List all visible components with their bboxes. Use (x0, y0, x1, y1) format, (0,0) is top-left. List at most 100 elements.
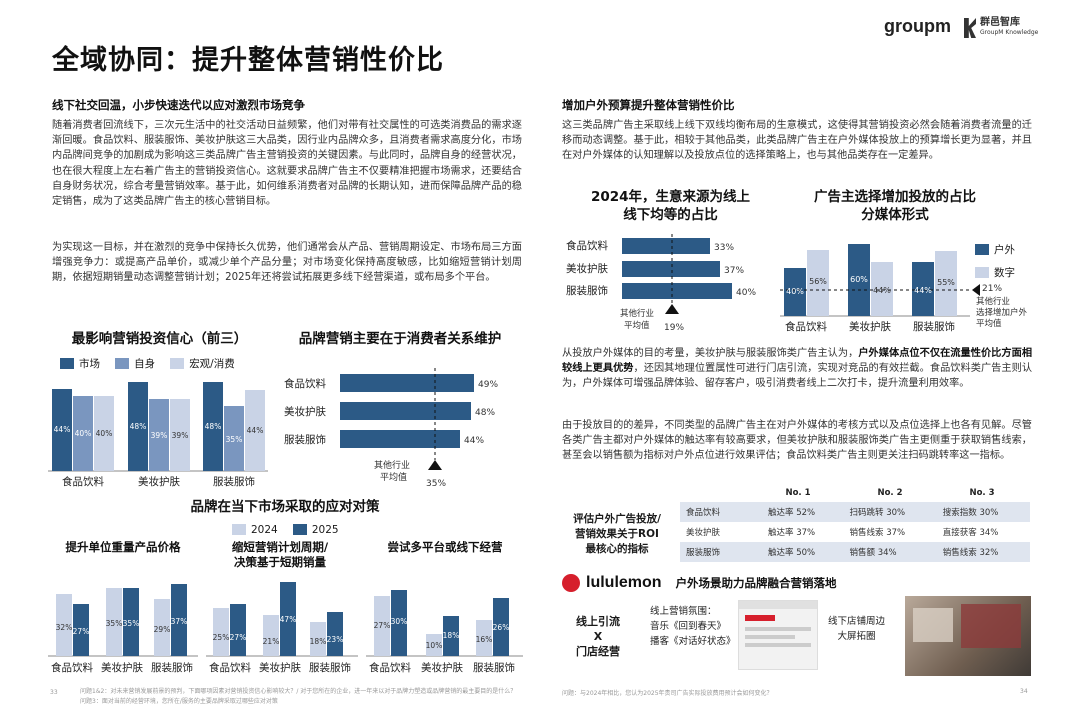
p2-food-2024 (213, 608, 229, 656)
left-paragraph-2: 为实现这一目标，并在激烈的竞争中保持长久优势，他们通常会从产品、营销周期设定、市… (52, 242, 522, 284)
p3-beauty-2025-label: 18% (443, 631, 460, 640)
rel-cat-food: 食品饮料 (284, 377, 326, 390)
p2-food-2025 (230, 604, 246, 656)
out-apparel-digital-label: 55% (937, 278, 955, 287)
p2-apparel-2024 (310, 622, 326, 656)
app-screenshot-image (738, 600, 818, 670)
p2-apparel-2025-label: 23% (327, 635, 344, 644)
p2-beauty-2024 (263, 615, 279, 656)
legend-market: 市场 (60, 356, 100, 371)
legend-self: 自身 (115, 356, 155, 371)
p3-apparel-2025-label: 26% (493, 623, 510, 632)
outdoor-avg-value: 21% (982, 284, 1003, 294)
bar-apparel-macro (245, 390, 265, 471)
p2-apparel-2024-label: 18% (310, 637, 327, 646)
src-cat-beauty: 美妆护肤 (566, 262, 608, 275)
p3-cat-apparel: 服装服饰 (473, 661, 515, 674)
label-beauty-macro: 39% (172, 431, 189, 440)
panel3-title: 尝试多平台或线下经营 (387, 540, 503, 554)
lululemon-logo-icon (562, 574, 580, 592)
label-food-market: 44% (54, 425, 71, 434)
strategies-chart-title: 品牌在当下市场采取的应对对策 (190, 499, 380, 515)
label-beauty-self: 39% (151, 431, 168, 440)
p2-beauty-2024-label: 21% (263, 637, 280, 646)
out-food-outdoor-label: 40% (786, 287, 804, 296)
p1-food-2024-label: 32% (56, 623, 73, 632)
left-footnote-1: 问题1&2：对未来营销发展前景的预判，下面哪项因素对营销投资信心影响较大？/ 对… (80, 688, 517, 695)
out-avg-marker (972, 284, 980, 296)
bar-beauty-self (149, 399, 169, 471)
left-paragraph-1: 随着消费者回流线下，三次元生活中的社交活动日益频繁，他们对带有社交属性的可选类消… (52, 120, 522, 208)
p3-food-2024 (374, 596, 390, 656)
p2-beauty-2025-label: 47% (280, 615, 297, 624)
p1-food-2025 (73, 604, 89, 656)
p3-cat-beauty: 美妆护肤 (421, 661, 463, 674)
p3-beauty-2024-label: 10% (426, 641, 443, 650)
out-beauty-digital (871, 262, 893, 316)
p1-cat-food: 食品饮料 (51, 661, 93, 674)
label-food-self: 40% (75, 429, 92, 438)
src-cat-apparel: 服装服饰 (566, 284, 608, 297)
out-cat-beauty: 美妆护肤 (849, 320, 891, 333)
p1-cat-beauty: 美妆护肤 (101, 661, 143, 674)
k-logo-icon (964, 18, 976, 38)
p3-cat-food: 食品饮料 (369, 661, 411, 674)
rel-avg-marker (428, 460, 442, 470)
p1-beauty-2024 (106, 588, 122, 656)
src-avg-marker (665, 304, 679, 314)
confidence-chart: 最影响营销投资信心（前三） 市场 自身 宏观/消费 (52, 330, 267, 373)
right-footnote: 问题：与2024年相比，您认为2025年贵司广告实际投放费用预计会如何变化？ (562, 690, 773, 697)
src-avg-value: 19% (664, 323, 684, 333)
source2024-bars: 食品饮料 美妆护肤 服装服饰 33% 37% 40% 其他行业 平均值 19% (566, 234, 756, 333)
outdoor-avg-label: 其他行业 选择增加户外 平均值 (976, 297, 1028, 329)
storefront-photo (905, 596, 1031, 676)
groupm-knowledge-logo: 群邑智库 GroupM Knowledge (964, 18, 1038, 38)
table-row: 食品饮料 触达率 52% 扫码跳转 30% 搜索指数 30% (680, 502, 1030, 522)
out-apparel-outdoor-label: 44% (914, 286, 932, 295)
p3-apparel-2024 (476, 620, 492, 656)
p1-food-2025-label: 27% (73, 627, 90, 636)
src-cat-food: 食品饮料 (566, 239, 608, 252)
strategies-bars: 32% 27% 35% 35% 29% 37% 25% 27% 21% 47% … (48, 582, 523, 674)
rel-avg-label-1: 其他行业 (374, 459, 410, 471)
src-label-beauty: 37% (724, 266, 744, 276)
left-footnote-2: 问题3：面对当前的经营环境，您所在/服务的主要品牌采取过哪些应对对策 (80, 698, 278, 705)
label-apparel-macro: 44% (247, 426, 264, 435)
legend-digital: 数字 (975, 265, 1015, 280)
p1-beauty-2024-label: 35% (106, 619, 123, 628)
rel-label-food: 49% (478, 380, 498, 390)
out-food-digital (807, 250, 829, 316)
p1-apparel-2024 (154, 599, 170, 656)
rel-bar-beauty (340, 402, 471, 420)
right-paragraph-2: 从投放户外媒体的目的考量，美妆护肤与服装服饰类广告主认为，户外媒体点位不仅在流量… (562, 348, 1033, 390)
left-page-number: 33 (50, 689, 58, 696)
out-beauty-digital-label: 44% (873, 286, 891, 295)
p3-food-2025-label: 30% (391, 617, 408, 626)
rel-bar-food (340, 374, 474, 392)
right-heading: 增加户外预算提升整体营销性价比 (562, 98, 735, 112)
legend-2025: 2025 (292, 524, 339, 536)
outdoor-chart-title: 广告主选择增加投放的占比 分媒体形式 (814, 189, 976, 223)
p1-beauty-2025 (123, 588, 139, 656)
kpi-table: No. 1 No. 2 No. 3 食品饮料 触达率 52% 扫码跳转 30% 搜索指… (680, 488, 1030, 562)
strategies-legend: 2024 2025 (232, 520, 349, 539)
cat-food: 食品饮料 (62, 475, 104, 488)
label-food-macro: 40% (96, 429, 113, 438)
p1-apparel-2025-label: 37% (171, 617, 188, 626)
p1-beauty-2025-label: 35% (123, 619, 140, 628)
right-page-number: 34 (1020, 688, 1028, 695)
source2024-chart-title: 2024年，生意来源为线上 线下均等的占比 (590, 189, 751, 223)
p2-food-2024-label: 25% (213, 633, 230, 642)
page-title: 全域协同：提升整体营销性价比 (52, 45, 444, 76)
panel1-title: 提升单位重量产品价格 (65, 540, 181, 554)
p2-food-2025-label: 27% (230, 633, 247, 642)
src-bar-beauty (622, 261, 720, 277)
bar-beauty-macro (170, 399, 190, 471)
src-avg-label-1: 其他行业 (620, 308, 654, 319)
out-food-digital-label: 56% (809, 277, 827, 286)
p2-cat-food: 食品饮料 (209, 661, 251, 674)
out-apparel-digital (935, 251, 957, 316)
right-paragraph-1: 这三类品牌广告主采取线上线下双线均衡布局的生意模式，这使得其营销投资必然会随着消… (562, 120, 1032, 162)
case-title: 户外场景助力品牌融合营销落地 (675, 576, 837, 590)
kpi-table-header: No. 1 No. 2 No. 3 (785, 488, 995, 498)
